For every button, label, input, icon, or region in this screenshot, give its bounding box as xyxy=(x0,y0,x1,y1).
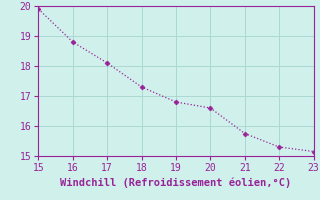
X-axis label: Windchill (Refroidissement éolien,°C): Windchill (Refroidissement éolien,°C) xyxy=(60,177,292,188)
